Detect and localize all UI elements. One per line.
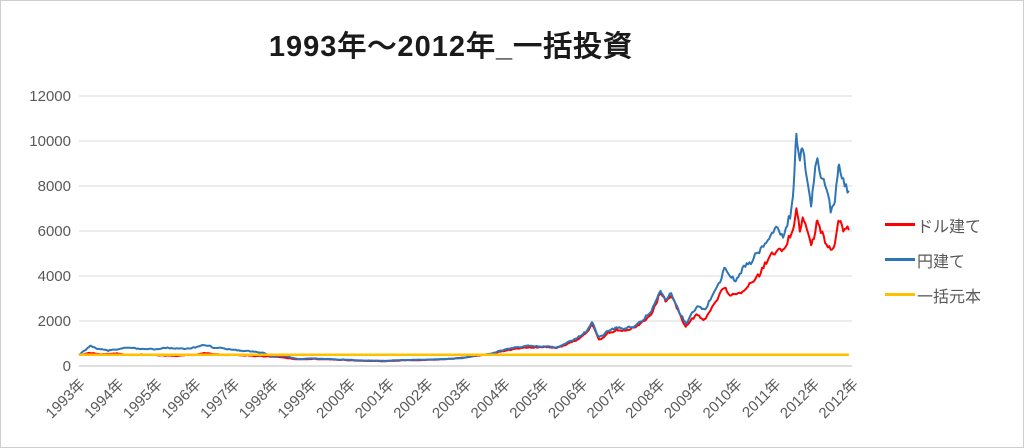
legend: ドル建て円建て一括元本 (885, 214, 982, 306)
x-axis-tick-label: 1995年 (120, 376, 166, 422)
legend-label: 一括元本 (917, 288, 982, 306)
legend-line-swatch (885, 293, 915, 296)
legend-item: ドル建て (885, 214, 982, 236)
legend-item: 一括元本 (885, 284, 982, 306)
series-line-2 (78, 132, 850, 362)
x-axis-tick-label: 2009年 (661, 376, 707, 422)
legend-label: ドル建て (917, 218, 982, 236)
y-axis-tick-label: 12000 (29, 88, 71, 105)
x-axis-tick-label: 1997年 (197, 376, 243, 422)
x-axis-tick-label: 1998年 (236, 376, 282, 422)
x-axis-tick-label: 1994年 (81, 376, 127, 422)
x-axis-tick-label: 2008年 (622, 376, 668, 422)
x-axis-tick-label: 2010年 (700, 376, 746, 422)
x-axis-tick-label: 2003年 (429, 376, 475, 422)
y-axis-tick-label: 10000 (29, 133, 71, 150)
x-axis-tick-label: 2006年 (545, 376, 591, 422)
x-axis-tick-label: 1999年 (275, 376, 321, 422)
x-axis-tick-label: 2002年 (390, 376, 436, 422)
y-axis-tick-label: 4000 (38, 268, 71, 285)
legend-label: 円建て (917, 253, 966, 271)
x-axis-tick-label: 1996年 (159, 376, 205, 422)
y-axis-tick-label: 8000 (38, 178, 71, 195)
x-axis-tick-label: 1993年 (43, 376, 89, 422)
x-axis-tick-label: 2000年 (313, 376, 359, 422)
legend-item: 円建て (885, 249, 981, 271)
y-axis-tick-label: 0 (63, 358, 71, 375)
y-axis-tick-label: 6000 (38, 223, 71, 240)
legend-line-swatch (885, 223, 915, 226)
y-axis-tick-label: 2000 (38, 313, 71, 330)
x-axis-tick-label: 2011年 (739, 376, 784, 421)
x-axis-tick-label: 2007年 (584, 376, 630, 422)
x-axis-tick-label: 2004年 (468, 376, 514, 422)
x-axis-tick-label: 2005年 (506, 376, 552, 422)
chart-title: 1993年〜2012年_一括投資 (268, 31, 634, 63)
x-axis-tick-label: 2001年 (352, 376, 398, 422)
x-axis-tick-label: 2012年 (777, 376, 823, 422)
x-axis-tick-label: 2012年 (816, 376, 862, 422)
legend-line-swatch (885, 258, 915, 261)
